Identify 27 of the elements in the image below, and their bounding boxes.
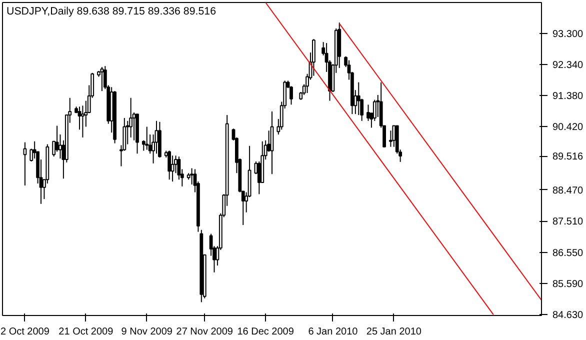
x-tick-label: 27 Nov 2009 (176, 326, 234, 338)
y-tick-label: 91.380 (552, 91, 584, 102)
x-tick-label: 25 Jan 2010 (366, 326, 422, 338)
x-tick-label: 2 Oct 2009 (0, 326, 50, 338)
y-tick-label: 87.510 (552, 216, 584, 228)
y-tick-label: 84.630 (552, 310, 584, 322)
candlestick (366, 104, 370, 122)
candlestick (372, 99, 376, 122)
candlestick (190, 168, 194, 185)
x-tick-label: 6 Jan 2010 (308, 326, 358, 338)
y-tick-label: 93.300 (552, 28, 584, 40)
y-tick-label: 90.420 (552, 122, 584, 134)
y-tick-label: 86.550 (552, 248, 584, 259)
y-tick-label: 85.590 (552, 278, 584, 290)
candlestick (312, 38, 316, 76)
chart-title: USDJPY,Daily 89.638 89.715 89.336 89.516 (6, 6, 216, 18)
candlestick (168, 150, 172, 180)
y-tick-label: 88.470 (552, 185, 584, 196)
candlestick (81, 105, 84, 138)
candlestick (58, 134, 62, 160)
y-tick-label: 92.340 (552, 60, 584, 71)
candlestick (145, 126, 149, 150)
x-tick-label: 9 Nov 2009 (121, 326, 173, 338)
y-tick-label: 89.516 (552, 152, 584, 163)
x-tick-label: 16 Dec 2009 (237, 326, 294, 338)
x-tick-label: 21 Oct 2009 (58, 326, 114, 338)
candlestick (100, 66, 104, 92)
